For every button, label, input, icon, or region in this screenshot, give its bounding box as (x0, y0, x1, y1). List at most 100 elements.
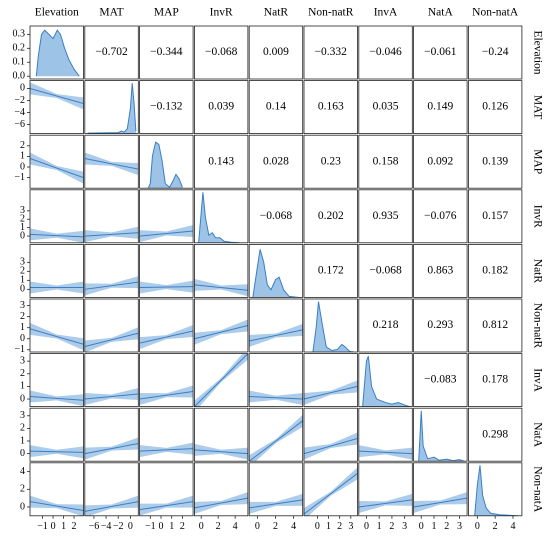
panel-content: −0.083 (424, 374, 457, 386)
correlation: 0.009 (263, 46, 289, 58)
y-tick-label: −4 (14, 107, 25, 118)
panel-frame (29, 25, 84, 80)
panel-frame (413, 80, 468, 134)
panel-frame (193, 407, 249, 462)
y-tick-label: 1 (20, 381, 25, 392)
panel-content (139, 280, 194, 294)
panel-frame (303, 80, 358, 134)
panel-content (84, 226, 139, 243)
correlation: 0.178 (482, 374, 508, 386)
panel-content: 0.812 (482, 319, 508, 331)
y-tick-label: 1 (20, 151, 25, 162)
panel-frame (303, 298, 358, 353)
panel-frame (467, 298, 523, 353)
correlation: −0.344 (150, 46, 183, 58)
confidence-band (249, 414, 303, 462)
regression-line (30, 233, 84, 238)
panel-content (139, 495, 194, 516)
panel-frame (139, 134, 194, 189)
panel-frame (303, 189, 358, 244)
x-tick-label: 0 (475, 521, 480, 532)
y-tick-label: 3 (20, 410, 25, 421)
x-tick-label: 3 (348, 521, 353, 532)
panel-content (413, 492, 468, 513)
panel-content (139, 225, 194, 243)
panel-frame (193, 25, 249, 80)
density-area (474, 465, 518, 516)
density-curve (312, 301, 355, 352)
panel-content: 0.143 (208, 155, 234, 167)
regression-line (84, 443, 139, 455)
panel-content: 0.039 (208, 101, 234, 113)
panel-content: 0.218 (373, 319, 399, 331)
panel-content (312, 301, 355, 352)
panel-content (249, 323, 303, 347)
panel-frame (413, 243, 468, 298)
panel-frame (139, 407, 194, 462)
y-tick-label: 0.3 (13, 29, 26, 40)
y-tick-label: 0 (20, 333, 25, 344)
y-tick-label: 1 (20, 322, 25, 333)
row-header: NatA (531, 422, 543, 448)
y-tick-label: 2 (20, 266, 25, 277)
correlation: −0.068 (369, 265, 402, 277)
regression-line (194, 325, 248, 340)
panel-frame (84, 243, 139, 298)
panel-frame (358, 243, 413, 298)
correlation: 0.182 (482, 265, 508, 277)
x-tick-label: 1 (61, 521, 66, 532)
regression-line (30, 158, 84, 179)
density-area (36, 30, 80, 77)
panel-frame (29, 243, 84, 298)
correlation: −0.702 (95, 46, 128, 58)
panel-content (194, 492, 248, 514)
panel-content: −0.046 (369, 46, 402, 58)
correlation: 0.039 (208, 101, 234, 113)
density-area (252, 249, 299, 298)
correlation: 0.863 (427, 265, 453, 277)
panel-frame (193, 80, 249, 134)
column-header: Non-natR (308, 7, 354, 19)
panel-content (30, 322, 84, 351)
panel-content: 0.293 (427, 319, 453, 331)
density-area (418, 410, 465, 462)
panel-frame (413, 25, 468, 80)
column-header: MAP (154, 7, 179, 19)
y-tick-label: 0 (20, 161, 25, 172)
x-tick-label: 4 (233, 521, 238, 532)
x-tick-label: 0 (364, 521, 369, 532)
density-curve (362, 355, 410, 407)
y-tick-label: 0 (20, 284, 25, 295)
regression-line (84, 393, 139, 400)
panel-content (147, 141, 183, 189)
correlation: 0.14 (266, 101, 286, 113)
regression-line (30, 328, 84, 345)
regression-line (304, 438, 358, 455)
panel-content (84, 495, 139, 516)
y-tick-label: 1 (20, 275, 25, 286)
x-tick-label: 2 (273, 521, 278, 532)
y-tick-label: −1 (14, 172, 25, 183)
panel-content: −0.076 (424, 210, 457, 222)
regression-line (358, 499, 413, 508)
regression-line (358, 450, 413, 455)
density-area (198, 192, 240, 243)
correlation: 0.298 (482, 428, 508, 440)
panel-frame (248, 25, 304, 80)
y-tick-label: 0 (20, 393, 25, 404)
column-header: InvA (374, 7, 398, 19)
x-tick-label: 0 (51, 521, 56, 532)
panel-frame (413, 189, 468, 244)
panel-content: −0.068 (205, 46, 238, 58)
panel-content: −0.061 (424, 46, 457, 58)
panel-frame (84, 407, 139, 462)
regression-line (84, 232, 139, 237)
density-area (312, 301, 355, 352)
regression-line (84, 158, 139, 170)
panel-content (84, 152, 139, 176)
panel-content (139, 325, 194, 350)
x-tick-label: −1 (37, 521, 48, 532)
y-tick-label: 2 (20, 368, 25, 379)
y-tick-label: 2 (20, 484, 25, 495)
panel-frame (248, 353, 304, 408)
